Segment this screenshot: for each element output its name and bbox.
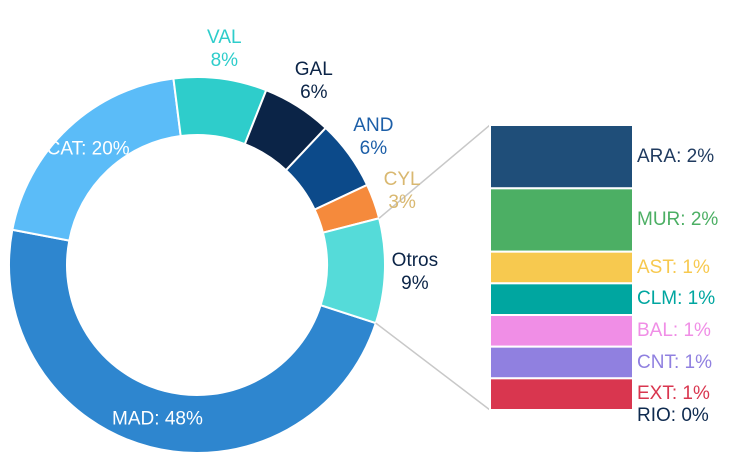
bar-label: AST: 1% (637, 256, 710, 278)
bar-segment (489, 282, 634, 317)
bar-segment (489, 314, 634, 348)
bar-segment (489, 345, 634, 380)
slice-label: Otros 9% (391, 249, 439, 294)
bar-label: BAL: 1% (637, 319, 711, 341)
slice-label: AND 6% (353, 114, 394, 159)
donut-slice (319, 217, 386, 325)
bar-segment (489, 250, 634, 285)
bar-label: RIO: 0% (637, 405, 709, 427)
slice-label: CAT: 20% (46, 138, 130, 160)
bar-label: CLM: 1% (637, 288, 716, 310)
slice-label: CYL 3% (383, 169, 421, 214)
connector-line (375, 322, 491, 411)
slice-label: GAL 6% (294, 58, 333, 103)
bar-label: CNT: 1% (637, 351, 712, 373)
bar-label: ARA: 2% (637, 145, 715, 167)
slice-label: MAD: 48% (112, 408, 203, 430)
bar-segment (489, 377, 634, 412)
bar-segment (489, 124, 634, 190)
bar-label: EXT: 1% (637, 383, 710, 405)
slice-label: VAL 8% (207, 26, 242, 71)
bar-label: MUR: 2% (637, 209, 719, 230)
connector-line (378, 124, 491, 219)
donut-slice (8, 228, 378, 454)
bar-segment (489, 187, 634, 253)
